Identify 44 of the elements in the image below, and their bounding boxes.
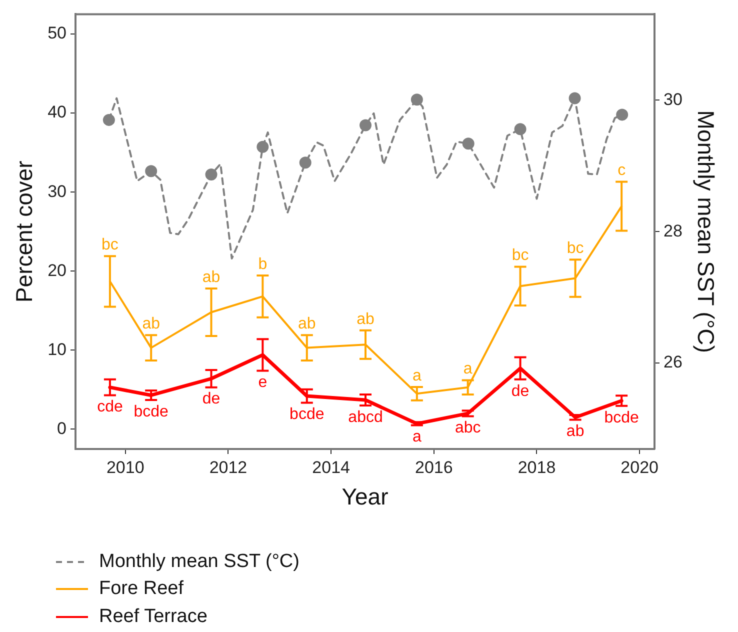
x-tick-label: 2020 — [620, 458, 658, 477]
annotation: bcde — [134, 403, 169, 420]
legend-label: Monthly mean SST (°C) — [99, 550, 300, 573]
legend-label: Reef Terrace — [99, 606, 208, 628]
y2-tick-label: 26 — [663, 352, 682, 372]
annotation: ab — [202, 268, 220, 286]
annotation: bcde — [290, 406, 324, 424]
annotation: e — [258, 374, 268, 392]
annotation: bc — [102, 236, 118, 254]
y-tick-label: 20 — [48, 260, 67, 280]
annotation: abcd — [348, 408, 383, 426]
x-axis-title: Year — [342, 484, 389, 510]
annotation: ab — [356, 310, 375, 328]
annotation: ab — [298, 316, 316, 333]
x-tick-label: 2016 — [414, 458, 453, 477]
annotation: cde — [97, 398, 123, 416]
y-tick-label: 30 — [48, 182, 67, 201]
annotation: c — [618, 162, 626, 180]
annotation: a — [412, 428, 422, 446]
point — [616, 108, 628, 121]
annotation: ab — [142, 316, 160, 333]
y2-tick-label: 28 — [663, 221, 682, 240]
annotation: bcde — [604, 409, 640, 426]
annotation: a — [412, 367, 422, 384]
y-axis-title: Percent cover — [11, 160, 38, 303]
annotation: b — [258, 256, 268, 273]
y2-axis-title: Monthly mean SST (°C) — [692, 110, 719, 353]
x-tick-label: 2012 — [209, 458, 248, 477]
y-tick-label: 10 — [48, 340, 67, 359]
y-tick-label: 0 — [57, 418, 67, 438]
annotation: de — [511, 382, 530, 400]
x-tick-label: 2018 — [518, 458, 556, 477]
annotation: abc — [454, 420, 481, 437]
y-tick-label: 40 — [48, 102, 67, 122]
annotation: bc — [566, 240, 584, 258]
annotation: ab — [566, 423, 584, 440]
y2-tick-label: 30 — [663, 90, 682, 109]
annotation: de — [202, 390, 220, 408]
annotation: a — [463, 360, 472, 378]
legend-label: Fore Reef — [99, 578, 184, 600]
annotation: bc — [512, 247, 529, 264]
y-tick-label: 50 — [48, 24, 67, 43]
x-tick-label: 2010 — [106, 458, 144, 477]
x-tick-label: 2014 — [312, 458, 350, 477]
